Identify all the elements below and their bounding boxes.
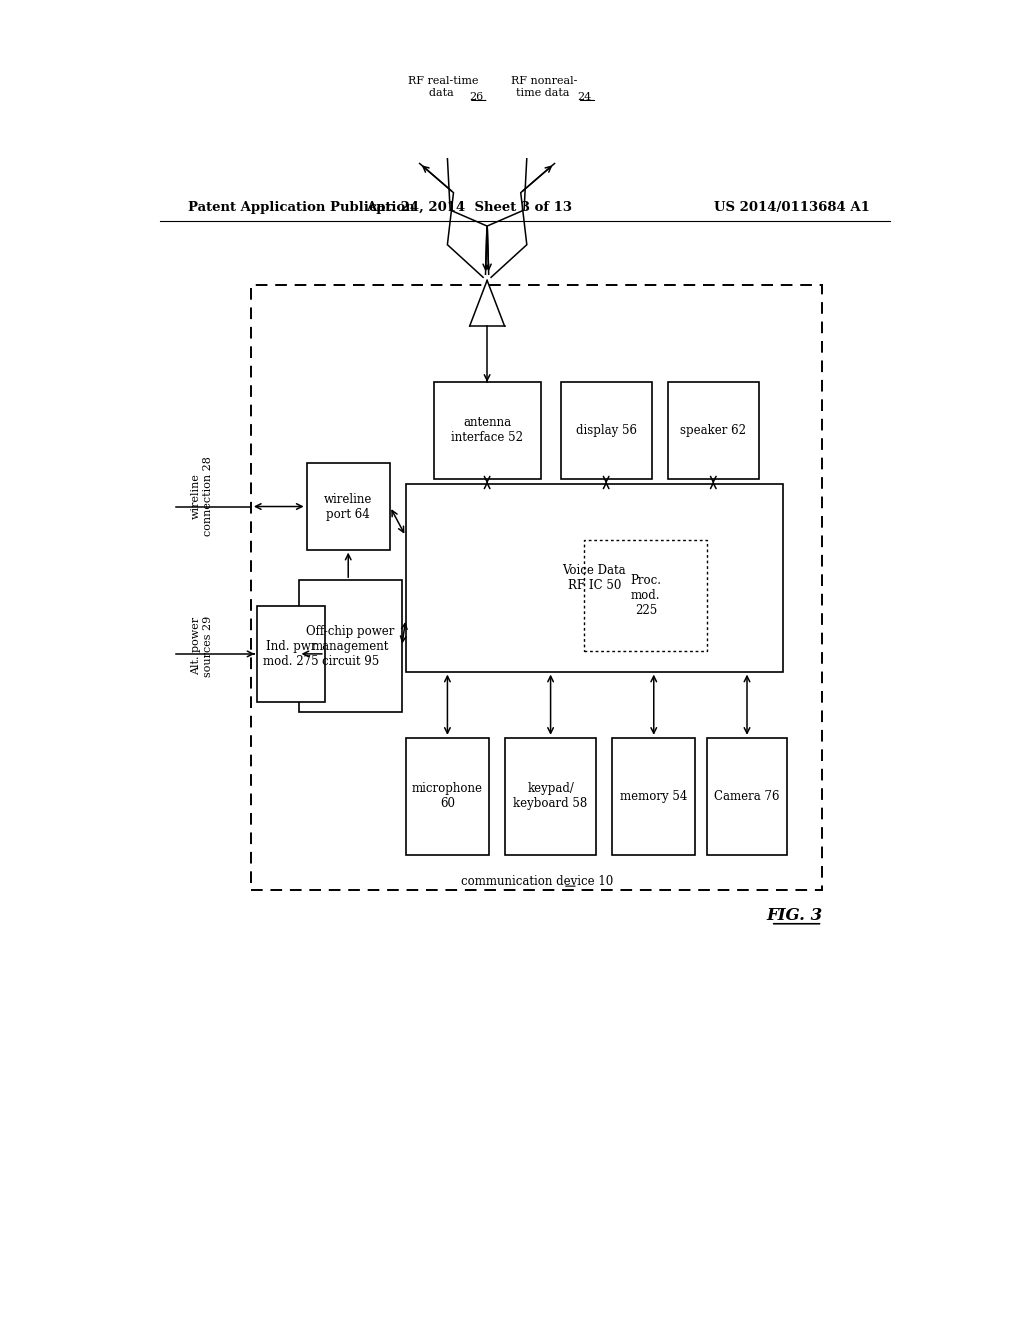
Text: antenna
interface 52: antenna interface 52 [452,416,523,445]
Text: microphone
60: microphone 60 [412,783,483,810]
Bar [406,483,782,672]
Text: wireline
connection 28: wireline connection 28 [191,455,213,536]
Text: Patent Application Publication: Patent Application Publication [187,201,415,214]
Text: RF nonreal-
time data: RF nonreal- time data [511,77,578,98]
Text: RF real-time
data: RF real-time data [409,77,478,98]
Bar [708,738,786,854]
Bar [612,738,695,854]
Bar [251,285,822,890]
Bar [585,540,708,651]
Bar [433,381,541,479]
Text: Voice Data
RF IC 50: Voice Data RF IC 50 [562,564,626,591]
Text: 24: 24 [578,92,592,103]
Bar [560,381,652,479]
Text: Ind. pwr
mod. 275: Ind. pwr mod. 275 [263,640,318,668]
Text: communication device 10: communication device 10 [461,875,612,887]
Text: memory 54: memory 54 [621,789,687,803]
Text: display 56: display 56 [575,424,637,437]
Text: speaker 62: speaker 62 [680,424,746,437]
Text: wireline
port 64: wireline port 64 [324,492,373,520]
Text: Apr. 24, 2014  Sheet 3 of 13: Apr. 24, 2014 Sheet 3 of 13 [367,201,572,214]
Text: Off-chip power
management
circuit 95: Off-chip power management circuit 95 [306,624,394,668]
Bar [299,581,401,713]
Bar [505,738,596,854]
Text: Alt. power
sources 29: Alt. power sources 29 [191,615,213,677]
Text: Proc.
mod.
225: Proc. mod. 225 [631,574,662,616]
Text: 26: 26 [469,92,483,103]
Bar [306,463,390,549]
Text: Camera 76: Camera 76 [715,789,779,803]
Text: US 2014/0113684 A1: US 2014/0113684 A1 [714,201,870,214]
Text: keypad/
keyboard 58: keypad/ keyboard 58 [513,783,588,810]
Bar [668,381,759,479]
Bar [257,606,325,702]
Text: FIG. 3: FIG. 3 [767,907,822,924]
Bar [406,738,489,854]
